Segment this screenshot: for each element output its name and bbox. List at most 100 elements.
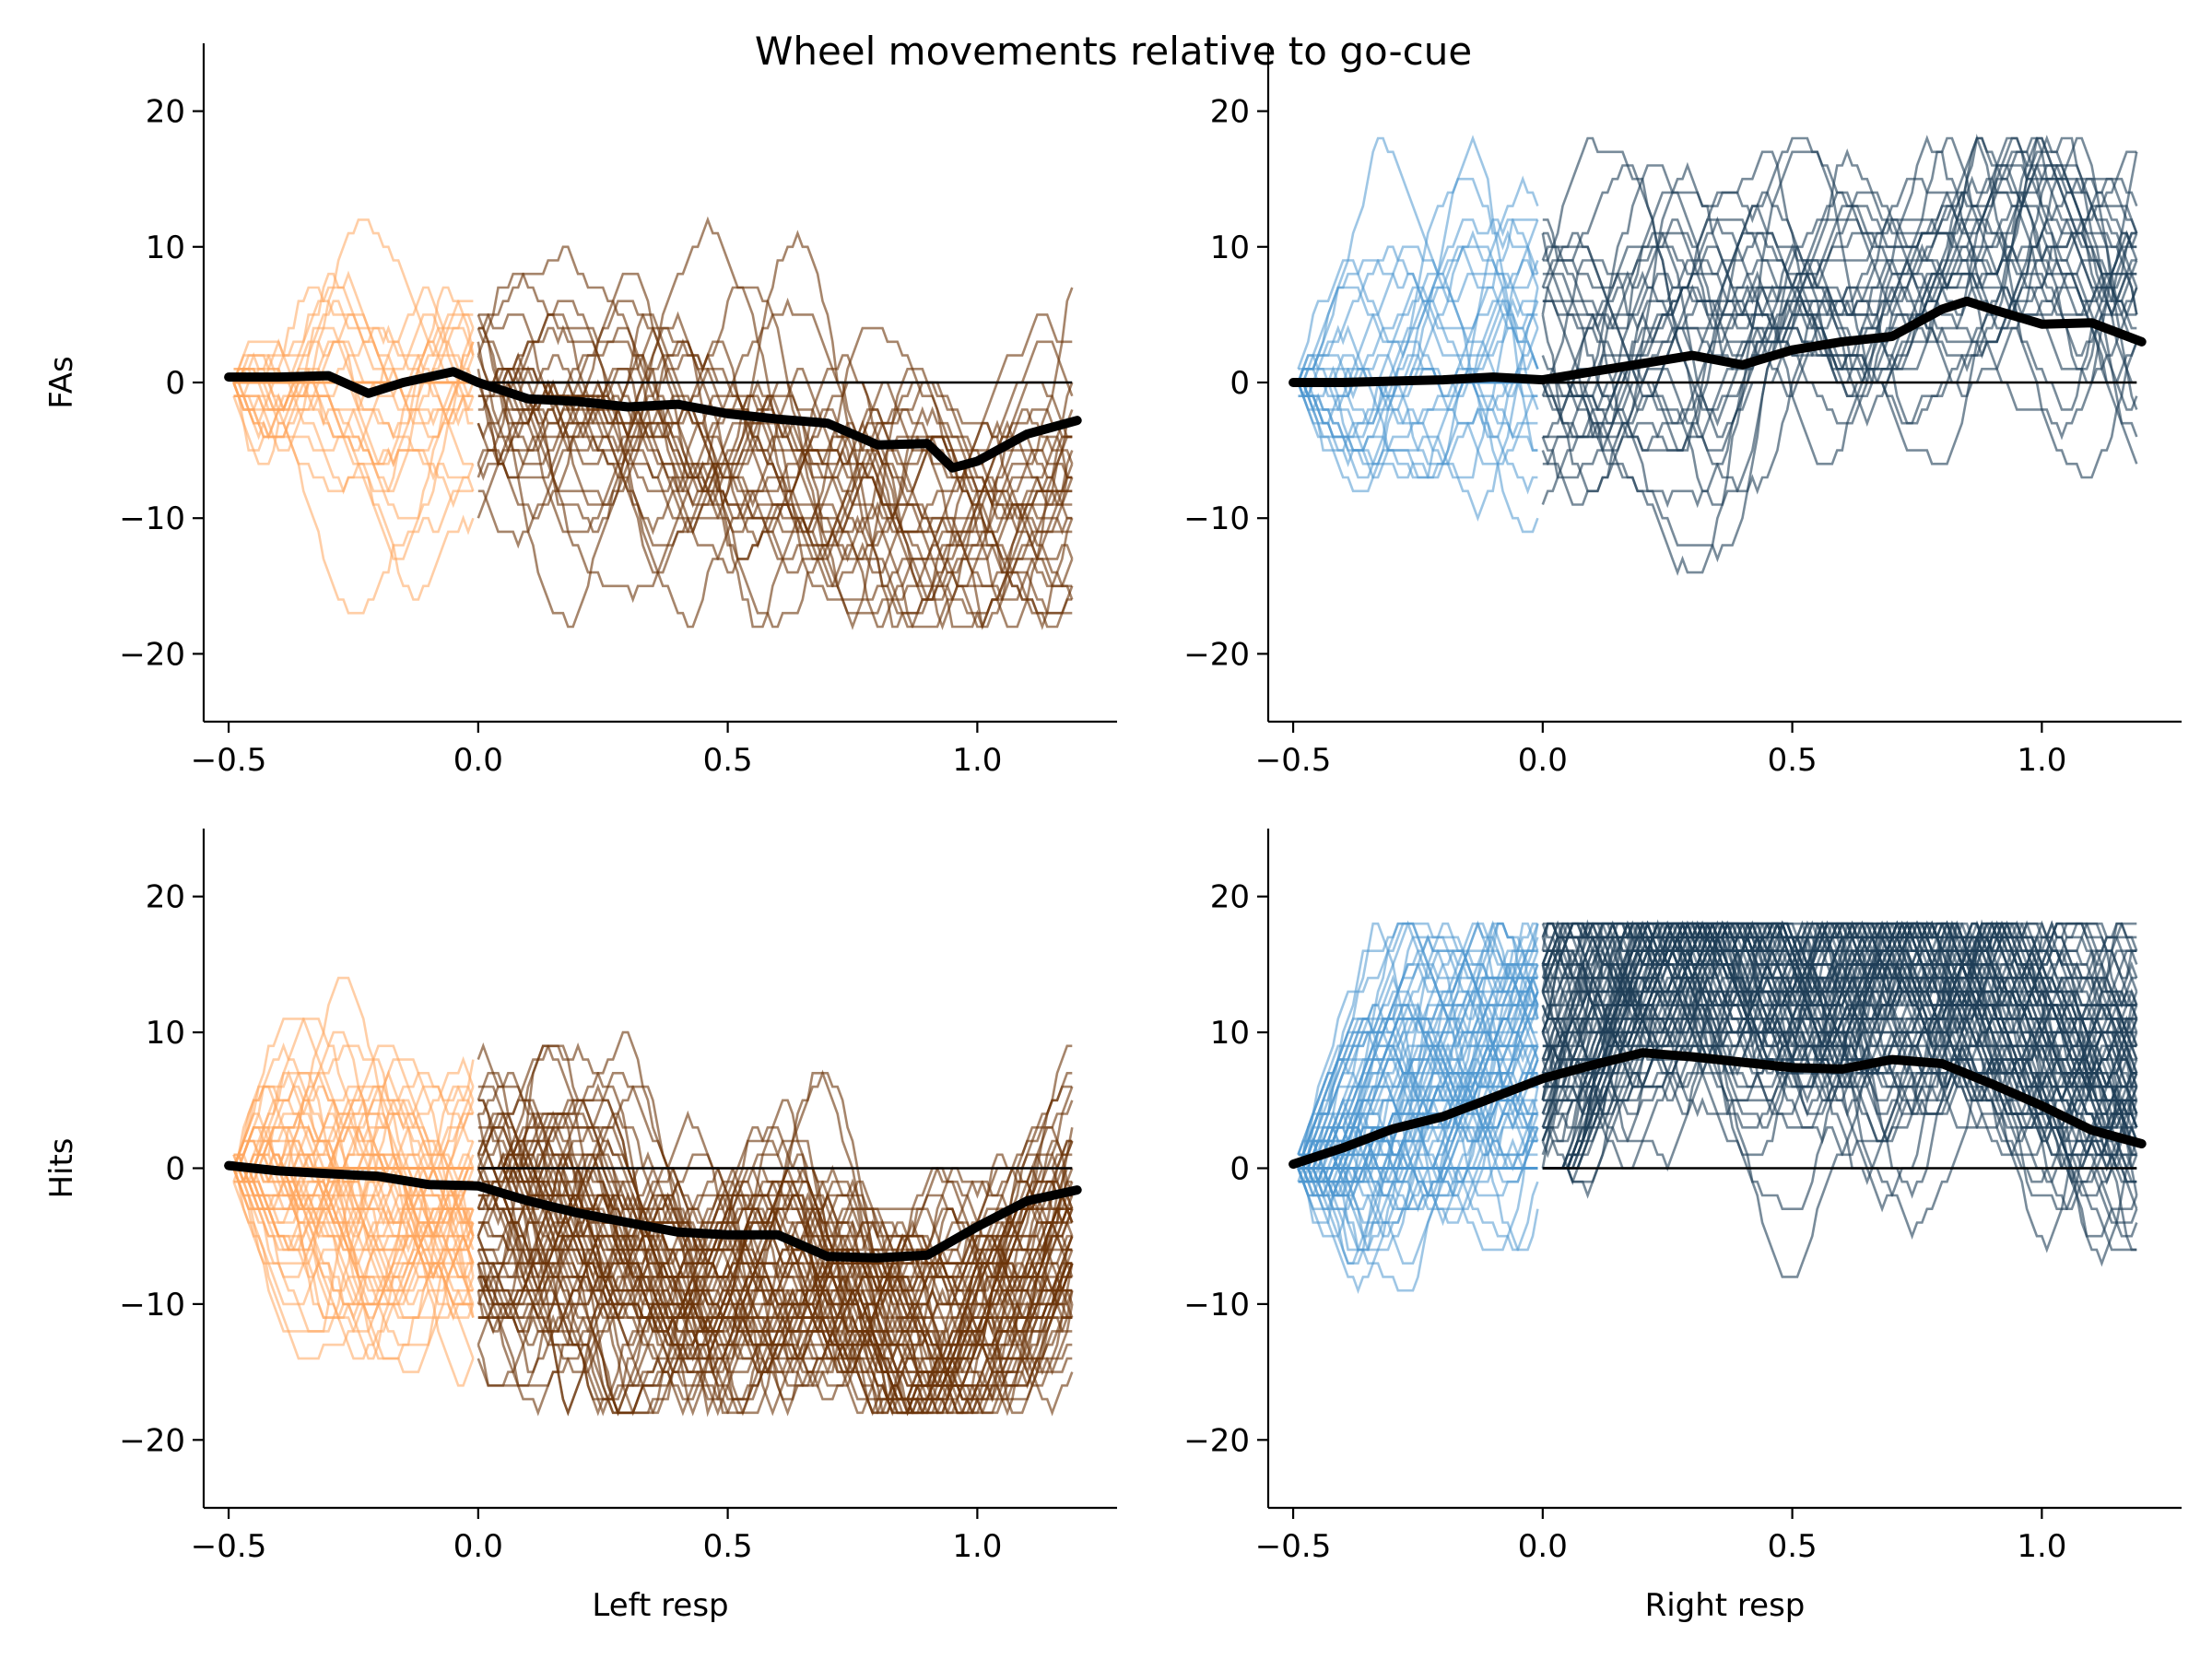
- panel-bottom-left: −0.5 0.0 0.5 1.0 −20 −10 0 10 20 Hits Left resp: [43, 829, 1117, 1624]
- mean-trace: [1288, 1048, 2147, 1170]
- x-tick-label: 1.0: [2017, 1528, 2066, 1565]
- y-tick-label: −20: [119, 1422, 185, 1459]
- y-tick-label: 10: [146, 229, 185, 266]
- y-tick-label: 0: [165, 1151, 185, 1188]
- trial-trace-post: [477, 326, 1074, 630]
- y-tick-label: 10: [1210, 229, 1250, 266]
- trial-trace-pre: [233, 341, 475, 560]
- trial-trace-post: [1542, 136, 2138, 576]
- trial-trace-post: [1541, 136, 2138, 438]
- trial-trace-post: [1542, 920, 2137, 1183]
- trial-trace-post: [477, 1221, 1073, 1417]
- trial-trace-pre: [233, 286, 475, 493]
- trial-trace-pre: [1298, 976, 1538, 1210]
- trial-trace-pre: [233, 1167, 474, 1360]
- trial-trace-post: [1541, 976, 2138, 1278]
- x-tick-label: 0.0: [453, 742, 503, 779]
- trial-trace-post: [477, 229, 1074, 629]
- mean-trace: [224, 1160, 1082, 1263]
- trial-trace-post: [1541, 920, 2138, 1088]
- trial-trace-post: [477, 1113, 1074, 1376]
- trial-trace-post: [1541, 920, 2137, 1183]
- y-tick-label: 0: [1230, 1151, 1250, 1188]
- trial-trace-post: [1542, 148, 2137, 439]
- y-axis-label: Hits: [43, 1137, 80, 1198]
- x-axis-label: Left resp: [592, 1587, 728, 1624]
- y-tick-label: 10: [1210, 1015, 1250, 1052]
- trial-traces: [1297, 134, 2138, 576]
- trial-traces: [1297, 919, 2138, 1294]
- trial-trace-pre: [232, 1168, 474, 1252]
- trial-trace-pre: [1298, 354, 1538, 465]
- y-tick-label: −20: [1183, 636, 1250, 673]
- trial-trace-post: [1542, 177, 2138, 425]
- x-tick-label: −0.5: [191, 1528, 267, 1565]
- trial-trace-post: [477, 1126, 1073, 1360]
- trial-trace-post: [1542, 920, 2138, 1064]
- panel-bottom-right: −0.5 0.0 0.5 1.0 −20 −10 0 10 20 Right resp: [1183, 829, 2182, 1624]
- x-tick-label: 1.0: [2017, 742, 2066, 779]
- trial-trace-post: [1542, 161, 2137, 452]
- trial-trace-post: [1542, 922, 2137, 1088]
- x-tick-label: 0.5: [703, 742, 753, 779]
- trial-trace-pre: [232, 367, 475, 601]
- x-tick-label: 0.0: [1518, 742, 1568, 779]
- trial-trace-post: [477, 313, 1074, 534]
- trial-trace-post: [1542, 205, 2138, 465]
- trial-trace-post: [1541, 136, 2137, 357]
- mean-trace: [1288, 296, 2147, 387]
- trial-trace-post: [477, 1167, 1074, 1387]
- trial-trace-pre: [1297, 935, 1539, 1156]
- trial-trace-post: [1542, 922, 2138, 1210]
- trial-trace-post: [1541, 134, 2138, 479]
- y-tick-label: 0: [165, 365, 185, 402]
- trial-trace-post: [1541, 920, 2137, 1143]
- trial-trace-pre: [1297, 218, 1539, 493]
- x-tick-label: 0.0: [453, 1528, 503, 1565]
- y-tick-label: −10: [1183, 1287, 1250, 1324]
- y-tick-label: 10: [146, 1015, 185, 1052]
- panel-top-left: −0.5 0.0 0.5 1.0 −20 −10 0 10 20 FAs: [43, 43, 1117, 779]
- trial-trace-pre: [1298, 976, 1538, 1197]
- trial-trace-post: [477, 381, 1073, 629]
- y-tick-label: 20: [146, 879, 185, 916]
- y-axis-label: FAs: [43, 356, 80, 408]
- trial-trace-post: [1541, 922, 2138, 1170]
- y-tick-label: 20: [1210, 94, 1250, 131]
- trial-trace-pre: [1297, 354, 1538, 465]
- x-tick-label: 0.5: [703, 1528, 753, 1565]
- trial-trace-post: [477, 286, 1073, 574]
- trial-trace-pre: [232, 270, 474, 398]
- y-tick-label: −10: [119, 1287, 185, 1324]
- trial-trace-pre: [233, 1167, 475, 1333]
- x-tick-label: 1.0: [952, 1528, 1002, 1565]
- trial-trace-post: [1541, 136, 2138, 493]
- x-tick-label: −0.5: [1255, 742, 1332, 779]
- y-tick-label: −10: [1183, 500, 1250, 537]
- figure-title: Wheel movements relative to go-cue: [755, 29, 1472, 74]
- x-axis-label: Right resp: [1645, 1587, 1806, 1624]
- trial-trace-post: [1542, 136, 2138, 465]
- trial-trace-post: [1542, 920, 2138, 1142]
- x-tick-label: 0.5: [1768, 742, 1818, 779]
- trial-trace-post: [477, 1153, 1073, 1376]
- trial-trace-pre: [1297, 245, 1538, 414]
- trial-trace-post: [1542, 164, 2138, 563]
- trial-trace-pre: [233, 1085, 475, 1227]
- trial-trace-post: [477, 272, 1073, 630]
- trial-trace-post: [477, 1112, 1073, 1387]
- trial-trace-post: [1541, 934, 2137, 1252]
- trial-trace-post: [477, 1234, 1074, 1417]
- trial-traces: [232, 216, 1074, 630]
- x-tick-label: 0.0: [1518, 1528, 1568, 1565]
- trial-trace-post: [477, 354, 1073, 615]
- y-tick-label: −10: [119, 500, 185, 537]
- trial-trace-post: [1541, 161, 2137, 506]
- x-tick-label: 1.0: [952, 742, 1002, 779]
- y-tick-label: 20: [146, 94, 185, 131]
- y-tick-label: −20: [119, 636, 185, 673]
- trial-traces: [232, 976, 1074, 1418]
- trial-trace-post: [477, 311, 1074, 629]
- mean-trace: [224, 367, 1082, 473]
